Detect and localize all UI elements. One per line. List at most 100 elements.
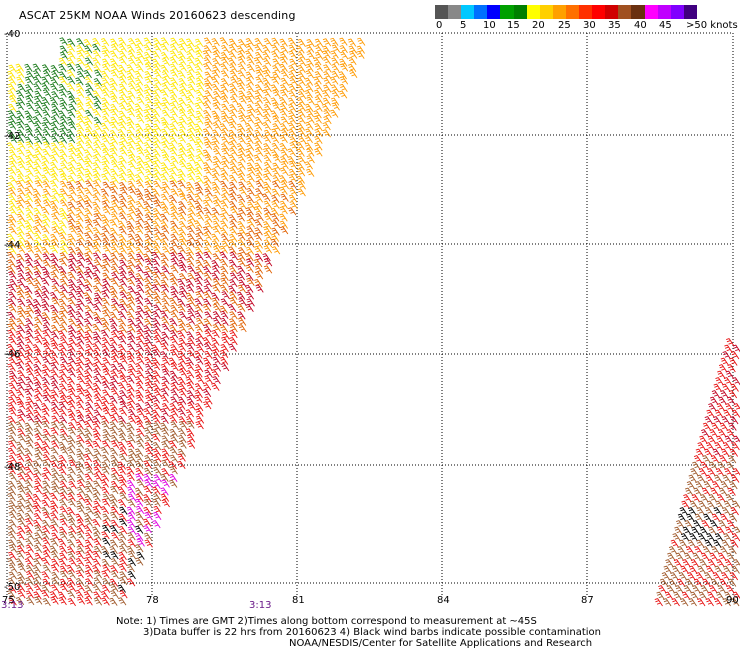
wind-barb bbox=[136, 538, 145, 547]
wind-barb bbox=[126, 460, 136, 469]
wind-barb bbox=[16, 97, 26, 106]
wind-barb bbox=[704, 572, 713, 581]
wind-barb bbox=[153, 304, 162, 313]
wind-barb bbox=[50, 362, 59, 371]
wind-barb bbox=[101, 402, 110, 411]
wind-barb bbox=[33, 467, 42, 476]
wind-barb bbox=[135, 544, 144, 553]
wind-barb bbox=[59, 583, 68, 592]
wind-barb bbox=[287, 115, 297, 124]
wind-barb bbox=[7, 323, 16, 332]
wind-barb bbox=[228, 285, 237, 294]
wind-barb bbox=[16, 129, 26, 138]
wind-barb bbox=[706, 409, 715, 418]
wind-barb bbox=[17, 240, 26, 249]
wind-barb bbox=[7, 422, 17, 431]
wind-barb bbox=[100, 363, 110, 372]
wind-barb bbox=[118, 89, 127, 98]
wind-barb bbox=[160, 408, 169, 417]
wind-barb bbox=[67, 38, 76, 47]
wind-barb bbox=[314, 123, 323, 132]
wind-barb bbox=[728, 422, 737, 431]
wind-barb bbox=[178, 311, 188, 320]
wind-barb bbox=[170, 285, 179, 295]
wind-barb bbox=[127, 539, 136, 548]
wind-barb bbox=[110, 480, 120, 489]
wind-barb bbox=[50, 505, 59, 514]
wind-barb bbox=[17, 273, 26, 282]
lat-label: -44 bbox=[4, 240, 20, 251]
wind-barb bbox=[127, 558, 136, 567]
wind-barb bbox=[66, 487, 75, 496]
wind-barb bbox=[263, 245, 273, 254]
wind-barb bbox=[287, 156, 296, 165]
wind-barb bbox=[169, 116, 179, 125]
wind-barb bbox=[16, 69, 25, 78]
wind-barb bbox=[33, 284, 42, 293]
wind-barb bbox=[161, 121, 170, 130]
wind-barb bbox=[126, 304, 135, 313]
wind-barb bbox=[245, 264, 254, 273]
wind-barb bbox=[75, 409, 84, 418]
wind-barb bbox=[716, 559, 725, 568]
wind-barb bbox=[117, 395, 126, 405]
wind-barb bbox=[16, 382, 25, 391]
wind-barb bbox=[135, 493, 144, 502]
wind-barb bbox=[84, 394, 94, 404]
wind-barb bbox=[126, 44, 135, 53]
wind-barb bbox=[42, 544, 51, 553]
wind-barb bbox=[279, 38, 288, 47]
wind-barb bbox=[185, 252, 195, 261]
wind-barb bbox=[32, 473, 42, 482]
wind-barb bbox=[16, 279, 26, 288]
wind-barb bbox=[102, 434, 111, 443]
wind-barb bbox=[211, 38, 220, 47]
wind-barb bbox=[177, 168, 186, 177]
wind-barb bbox=[7, 557, 16, 566]
wind-barb bbox=[297, 155, 306, 164]
wind-barb bbox=[110, 558, 120, 567]
wind-barb bbox=[228, 141, 238, 150]
wind-barb bbox=[673, 559, 683, 568]
wind-barb bbox=[135, 38, 144, 47]
wind-barb bbox=[7, 265, 16, 274]
wind-barb bbox=[194, 298, 203, 307]
wind-barb bbox=[136, 420, 145, 430]
wind-barb bbox=[693, 487, 702, 496]
wind-barb bbox=[689, 500, 699, 509]
wind-barb bbox=[168, 142, 177, 151]
wind-barb bbox=[322, 38, 332, 47]
wind-barb bbox=[17, 377, 26, 386]
wind-barb bbox=[118, 37, 127, 46]
wind-barb bbox=[24, 291, 33, 300]
wind-barb bbox=[220, 129, 229, 138]
wind-barb bbox=[110, 103, 119, 113]
wind-barb bbox=[75, 395, 84, 404]
wind-barb bbox=[101, 297, 110, 306]
wind-barb bbox=[93, 538, 102, 547]
wind-barb bbox=[66, 90, 75, 99]
wind-barb bbox=[42, 564, 51, 573]
wind-barb bbox=[143, 525, 152, 534]
wind-barb bbox=[152, 167, 162, 176]
wind-barb bbox=[684, 520, 693, 529]
wind-barb bbox=[68, 414, 77, 423]
wind-barb bbox=[212, 245, 222, 254]
wind-barb bbox=[194, 278, 203, 287]
wind-barb bbox=[126, 142, 135, 151]
wind-barb bbox=[33, 571, 42, 580]
wind-barb bbox=[177, 278, 186, 287]
wind-barb bbox=[178, 129, 188, 138]
wind-barb bbox=[152, 441, 162, 451]
wind-barb bbox=[41, 246, 50, 255]
wind-barb bbox=[153, 97, 162, 106]
wind-barb bbox=[7, 531, 17, 540]
wind-barb bbox=[58, 545, 68, 554]
wind-barb bbox=[7, 83, 16, 92]
wind-barb bbox=[664, 591, 674, 600]
wind-barb bbox=[280, 167, 289, 176]
wind-barb bbox=[68, 422, 77, 431]
wind-barb bbox=[93, 545, 103, 554]
wind-barb bbox=[288, 64, 297, 74]
wind-barb bbox=[195, 356, 204, 365]
